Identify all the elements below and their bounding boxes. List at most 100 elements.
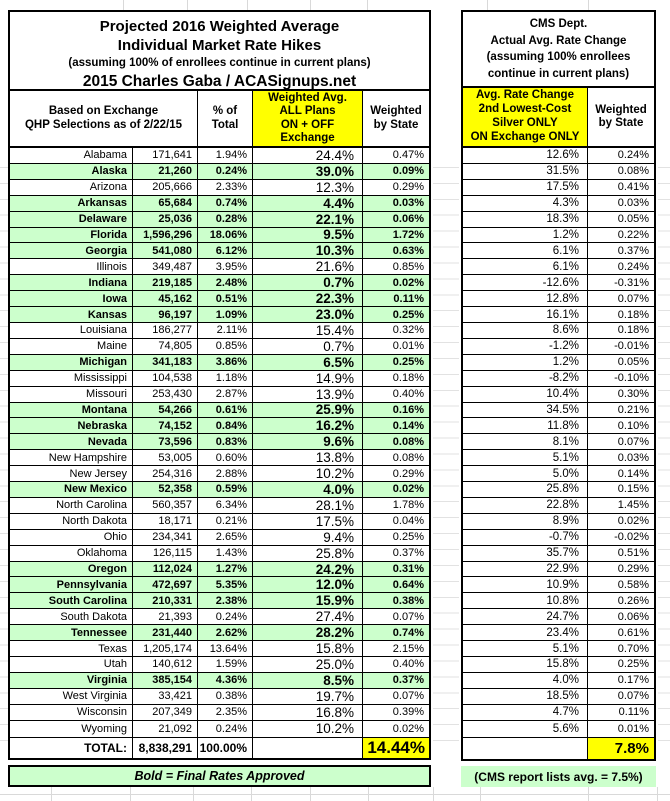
state-name: North Carolina — [56, 499, 127, 512]
weighted-avg-rate: 9.5% — [252, 227, 362, 243]
state-name: Pennsylvania — [56, 578, 127, 591]
state-row-left: New Jersey 254,316 2.88% 10.2% 0.29% — [10, 466, 429, 483]
total-pct: 100.00% — [197, 737, 252, 758]
qhp-selections: 52,358 — [132, 482, 197, 497]
qhp-selections: 186,277 — [132, 322, 197, 338]
header-text: Avg. Rate Change 2nd Lowest-Cost Silver … — [470, 89, 580, 143]
pct-of-total: 5.35% — [197, 577, 252, 593]
state-row-cms: 8.1% 0.07% — [463, 434, 654, 451]
cms-rate-change: 8.9% — [552, 515, 579, 528]
state-row-left: Oregon 112,024 1.27% 24.2% 0.31% — [10, 561, 429, 578]
cms-weighted-by-state: 0.70% — [587, 641, 654, 656]
weighted-by-state: 0.18% — [362, 370, 429, 386]
cms-weighted-by-state: 0.37% — [587, 243, 654, 259]
cms-weighted-by-state: 0.07% — [587, 434, 654, 450]
pct-of-total: 2.88% — [197, 466, 252, 482]
state-name: North Dakota — [62, 515, 127, 528]
qhp-selections: 253,430 — [132, 386, 197, 402]
cms-table-body: 12.6% 0.24% 31.5% 0.08% 17.5% 0.41% 4.3% 0.03% 1… — [463, 148, 654, 737]
cms-weighted-by-state: 0.11% — [587, 704, 654, 720]
state-name: Mississippi — [73, 372, 127, 385]
weighted-by-state: 0.40% — [362, 386, 429, 402]
weighted-avg-rate: 19.7% — [252, 688, 362, 704]
cms-weighted-by-state: -0.02% — [587, 529, 654, 545]
weighted-by-state: 0.09% — [362, 163, 429, 179]
cms-weighted-by-state: 0.25% — [587, 657, 654, 672]
cms-grand-average: 7.8% — [587, 737, 654, 759]
state-name: Florida — [90, 228, 127, 241]
qhp-selections: 205,666 — [132, 179, 197, 195]
bold-legend-note: Bold = Final Rates Approved — [8, 765, 431, 787]
pct-of-total: 1.94% — [197, 148, 252, 163]
cms-rate-change: 17.5% — [546, 181, 579, 194]
weighted-avg-rate: 12.3% — [252, 179, 362, 195]
qhp-selections: 341,183 — [132, 354, 197, 370]
weighted-by-state: 0.37% — [362, 545, 429, 561]
state-row-cms: 5.1% 0.03% — [463, 450, 654, 467]
state-name: Alaska — [91, 165, 127, 178]
weighted-by-state: 0.38% — [362, 593, 429, 609]
pct-of-total: 0.59% — [197, 482, 252, 497]
weighted-by-state: 0.85% — [362, 259, 429, 275]
state-row-cms: 5.0% 0.14% — [463, 466, 654, 483]
state-row-left: Louisiana 186,277 2.11% 15.4% 0.32% — [10, 322, 429, 339]
state-row-left: North Carolina 560,357 6.34% 28.1% 1.78% — [10, 497, 429, 514]
header-text: Weighted Avg. ALL Plans ON + OFF Exchang… — [268, 91, 347, 145]
state-row-left: Missouri 253,430 2.87% 13.9% 0.40% — [10, 386, 429, 403]
state-row-left: Virginia 385,154 4.36% 8.5% 0.37% — [10, 672, 429, 689]
state-row-cms: 31.5% 0.08% — [463, 163, 654, 180]
cms-weighted-by-state: 0.18% — [587, 322, 654, 338]
qhp-selections: 140,612 — [132, 657, 197, 672]
state-name: New Mexico — [64, 483, 127, 496]
weighted-by-state: 0.03% — [362, 195, 429, 211]
state-row-left: Illinois 349,487 3.95% 21.6% 0.85% — [10, 259, 429, 276]
qhp-selections: 96,197 — [132, 307, 197, 322]
total-weighted-avg-empty — [252, 737, 362, 758]
qhp-selections: 21,393 — [132, 609, 197, 625]
cms-title-text: CMS Dept. Actual Avg. Rate Change (assum… — [486, 18, 631, 80]
cms-rate-change: 15.8% — [546, 658, 579, 671]
qhp-selections: 1,596,296 — [132, 227, 197, 243]
cms-weighted-by-state: 0.58% — [587, 577, 654, 593]
state-name: New Hampshire — [48, 451, 127, 464]
weighted-avg-rate: 6.5% — [252, 354, 362, 370]
weighted-avg-rate: 10.2% — [252, 466, 362, 482]
state-name: Louisiana — [79, 324, 127, 337]
qhp-selections: 104,538 — [132, 370, 197, 386]
weighted-avg-rate: 21.6% — [252, 259, 362, 275]
pct-of-total: 0.24% — [197, 163, 252, 179]
weighted-by-state: 0.29% — [362, 179, 429, 195]
qhp-selections: 219,185 — [132, 275, 197, 291]
state-row-left: Arizona 205,666 2.33% 12.3% 0.29% — [10, 179, 429, 196]
cms-rate-change: 5.1% — [552, 451, 579, 464]
state-name: Arkansas — [77, 197, 127, 210]
cms-rate-change: 6.1% — [552, 244, 579, 257]
state-row-cms: 22.8% 1.45% — [463, 497, 654, 514]
state-row-cms: 5.6% 0.01% — [463, 720, 654, 737]
pct-of-total: 3.86% — [197, 354, 252, 370]
weighted-avg-rate: 39.0% — [252, 163, 362, 179]
weighted-by-state: 2.15% — [362, 641, 429, 656]
pct-of-total: 2.65% — [197, 529, 252, 545]
state-row-left: Montana 54,266 0.61% 25.9% 0.16% — [10, 402, 429, 419]
state-name: Arizona — [89, 181, 127, 194]
qhp-selections: 472,697 — [132, 577, 197, 593]
qhp-selections: 560,357 — [132, 497, 197, 513]
pct-of-total: 2.48% — [197, 275, 252, 291]
cms-table-header: Avg. Rate Change 2nd Lowest-Cost Silver … — [463, 88, 654, 148]
cms-weighted-by-state: 0.14% — [587, 466, 654, 482]
state-row-left: Nebraska 74,152 0.84% 16.2% 0.14% — [10, 418, 429, 435]
weighted-avg-rate: 25.9% — [252, 402, 362, 418]
qhp-selections: 385,154 — [132, 672, 197, 688]
weighted-avg-rate: 4.4% — [252, 195, 362, 211]
state-row-cms: 35.7% 0.51% — [463, 545, 654, 562]
state-row-cms: -12.6% -0.31% — [463, 275, 654, 292]
cms-rate-change: 23.4% — [546, 626, 579, 639]
state-row-left: Iowa 45,162 0.51% 22.3% 0.11% — [10, 291, 429, 308]
weighted-avg-rate: 0.7% — [252, 275, 362, 291]
cms-rate-change: 11.8% — [547, 419, 579, 432]
cms-weighted-by-state: 0.24% — [587, 259, 654, 275]
cms-rate-change: 31.5% — [546, 165, 579, 178]
weighted-avg-rate: 22.1% — [252, 211, 362, 227]
weighted-by-state: 0.25% — [362, 529, 429, 545]
